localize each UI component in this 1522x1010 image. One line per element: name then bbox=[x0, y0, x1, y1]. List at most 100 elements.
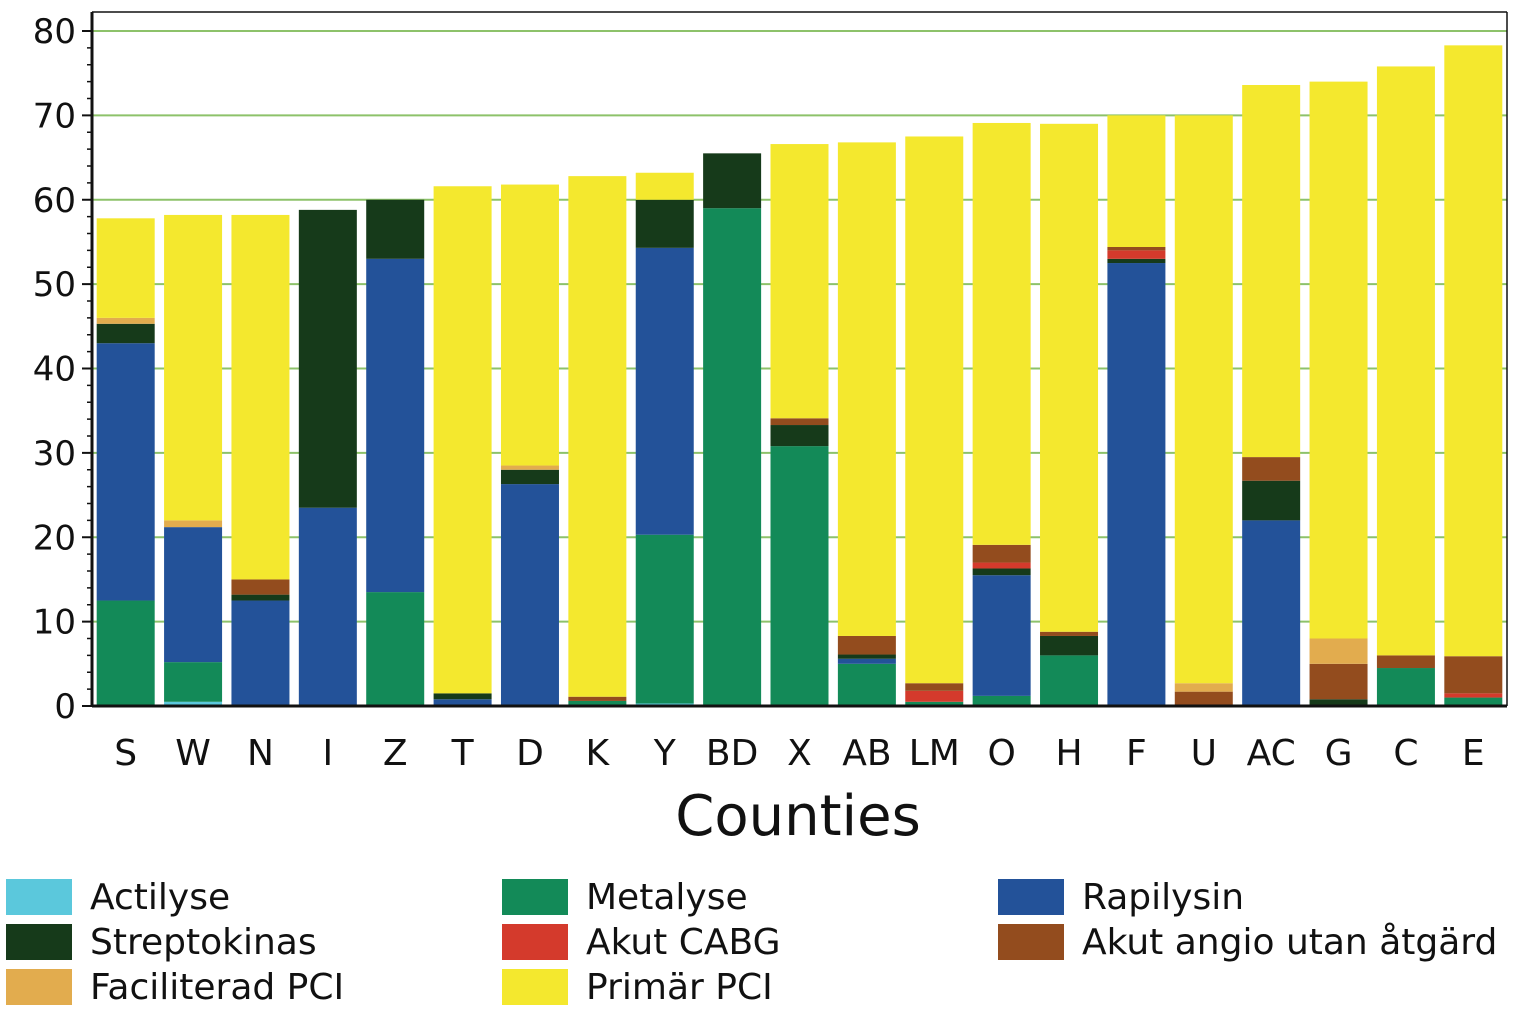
bar-segment bbox=[366, 258, 425, 593]
bar-segment bbox=[837, 658, 896, 664]
bar-segment bbox=[770, 446, 829, 706]
legend-item: Primär PCI bbox=[502, 964, 773, 1010]
bar-segment bbox=[231, 600, 290, 706]
bar-segment bbox=[703, 153, 762, 209]
bar-segment bbox=[1309, 81, 1368, 639]
bar-segment bbox=[770, 425, 829, 447]
y-tick-label: 40 bbox=[33, 350, 76, 390]
legend-label: Akut CABG bbox=[586, 921, 781, 963]
bar-segment bbox=[905, 690, 964, 702]
bar-segment bbox=[1174, 691, 1233, 706]
legend-item: Akut angio utan åtgärd bbox=[998, 919, 1497, 965]
bar-segment bbox=[1242, 480, 1301, 521]
bar-segment bbox=[500, 465, 559, 470]
legend-item: Rapilysin bbox=[998, 874, 1244, 920]
bar-segment bbox=[1376, 668, 1435, 706]
legend-label: Metalyse bbox=[586, 876, 748, 918]
bar-segment bbox=[972, 122, 1031, 545]
bar-segment bbox=[1107, 263, 1166, 706]
bar-segment bbox=[500, 184, 559, 466]
bar-segment bbox=[96, 343, 155, 601]
bar-segment bbox=[1444, 693, 1503, 698]
bar-segment bbox=[837, 654, 896, 659]
x-tick-label: N bbox=[247, 733, 274, 774]
x-tick-label: F bbox=[1126, 733, 1147, 774]
bar-segment bbox=[770, 144, 829, 419]
legend-swatch bbox=[502, 969, 568, 1005]
bar-segment bbox=[500, 484, 559, 706]
legend-label: Streptokinas bbox=[90, 921, 317, 963]
y-tick-labels: 0 10 20 30 40 50 60 70 80 bbox=[33, 12, 76, 727]
x-tick-label: BD bbox=[706, 733, 758, 774]
legend-swatch bbox=[6, 969, 72, 1005]
bar-segment bbox=[96, 323, 155, 344]
legend-label: Primär PCI bbox=[586, 966, 773, 1008]
legend-label: Actilyse bbox=[90, 876, 231, 918]
x-tick-label: C bbox=[1393, 733, 1418, 774]
bar-segment bbox=[1040, 631, 1099, 636]
legend-swatch bbox=[998, 879, 1064, 915]
bar-segment bbox=[366, 592, 425, 706]
bar-segment bbox=[1376, 655, 1435, 669]
y-tick-label: 50 bbox=[33, 265, 76, 305]
legend-swatch bbox=[6, 924, 72, 960]
bar-segment bbox=[1444, 697, 1503, 706]
bar-segment bbox=[1309, 638, 1368, 664]
x-tick-label: G bbox=[1325, 733, 1353, 774]
bar-segment bbox=[972, 544, 1031, 563]
bar-segment bbox=[972, 695, 1031, 706]
bar-segment bbox=[231, 579, 290, 595]
bar-segment bbox=[1040, 655, 1099, 706]
x-tick-label: U bbox=[1191, 733, 1217, 774]
bar-segment bbox=[96, 600, 155, 706]
bar-segment bbox=[433, 186, 492, 694]
bar-segment bbox=[1107, 115, 1166, 247]
legend-swatch bbox=[998, 924, 1064, 960]
bar-segment bbox=[433, 693, 492, 700]
bar-segment bbox=[1107, 250, 1166, 259]
legend-item: Streptokinas bbox=[6, 919, 317, 965]
x-tick-label: AB bbox=[842, 733, 891, 774]
bar-segment bbox=[1242, 457, 1301, 481]
bar-segment bbox=[635, 199, 694, 248]
bar-segment bbox=[1444, 656, 1503, 694]
bar-segment bbox=[298, 209, 357, 508]
bar-segment bbox=[164, 527, 223, 663]
legend-item: Metalyse bbox=[502, 874, 748, 920]
bar-segment bbox=[972, 568, 1031, 576]
legend-swatch bbox=[6, 879, 72, 915]
bar-segment bbox=[231, 214, 290, 580]
bar-segment bbox=[366, 199, 425, 259]
bar-segment bbox=[164, 701, 223, 706]
bar-segment bbox=[568, 176, 627, 697]
bar-segment bbox=[1174, 683, 1233, 692]
legend-swatch bbox=[502, 924, 568, 960]
bars bbox=[96, 45, 1503, 706]
y-tick-label: 80 bbox=[33, 12, 76, 52]
bar-segment bbox=[837, 635, 896, 655]
bar-segment bbox=[500, 469, 559, 485]
bar-segment bbox=[905, 683, 964, 691]
x-tick-label: O bbox=[987, 733, 1015, 774]
bar-segment bbox=[568, 696, 627, 701]
bar-segment bbox=[1040, 635, 1099, 656]
bar-segment bbox=[1107, 258, 1166, 264]
bar-segment bbox=[1040, 123, 1099, 632]
legend-item: Akut CABG bbox=[502, 919, 780, 965]
bar-segment bbox=[1376, 66, 1435, 656]
bar-segment bbox=[837, 663, 896, 706]
x-tick-label: D bbox=[516, 733, 544, 774]
bar-segment bbox=[905, 136, 964, 684]
bar-segment bbox=[635, 534, 694, 704]
x-tick-label: H bbox=[1055, 733, 1082, 774]
legend-item: Faciliterad PCI bbox=[6, 964, 344, 1010]
bar-segment bbox=[298, 507, 357, 706]
bar-segment bbox=[433, 699, 492, 706]
x-tick-label: I bbox=[323, 733, 334, 774]
bar-segment bbox=[1107, 247, 1166, 251]
x-tick-label: E bbox=[1462, 733, 1485, 774]
bar-segment bbox=[1174, 115, 1233, 684]
y-tick-label: 0 bbox=[54, 687, 76, 727]
bar-segment bbox=[770, 418, 829, 426]
bar-segment bbox=[1309, 663, 1368, 700]
